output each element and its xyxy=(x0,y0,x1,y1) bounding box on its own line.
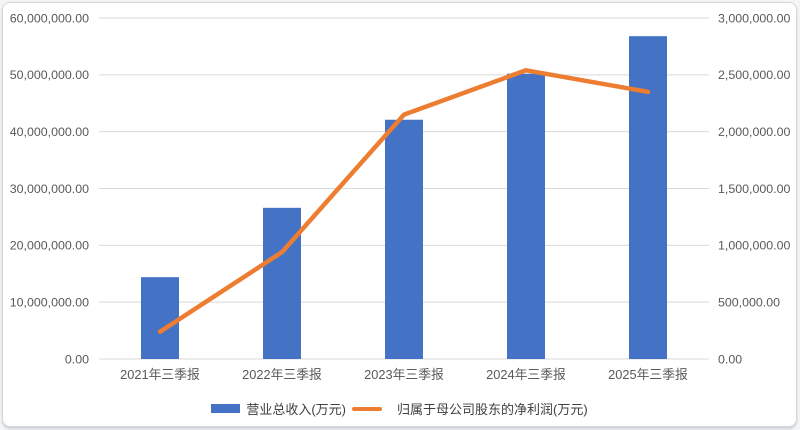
x-axis-category-label: 2022年三季报 xyxy=(242,367,322,382)
line-series-swatch xyxy=(352,406,382,411)
legend-label: 营业总收入(万元) xyxy=(246,402,346,417)
y-axis-right-tick-label: 3,000,000.00 xyxy=(718,11,790,25)
x-axis-category-label: 2023年三季报 xyxy=(364,367,444,382)
y-axis-left-tick-label: 0.00 xyxy=(65,352,89,366)
legend-label: 归属于母公司股东的净利润(万元) xyxy=(397,402,588,417)
y-axis-left-tick-label: 20,000,000.00 xyxy=(10,239,89,253)
y-axis-right-tick-label: 500,000.00 xyxy=(718,295,780,309)
net-profit-line xyxy=(157,68,651,334)
revenue-bar xyxy=(385,119,423,360)
y-axis-left-tick-label: 60,000,000.00 xyxy=(10,11,89,25)
bar-series-swatch xyxy=(211,404,241,413)
revenue-bar xyxy=(629,36,667,359)
y-axis-left-tick-label: 40,000,000.00 xyxy=(10,125,89,139)
x-axis-category-label: 2025年三季报 xyxy=(608,367,688,382)
combo-chart-plot: 60,000,000.00 3,000,000.00 50,000,000.00 2,… xyxy=(10,11,791,382)
revenue-bar xyxy=(263,207,301,359)
chart-legend: 营业总收入(万元) 归属于母公司股东的净利润(万元) xyxy=(3,399,796,418)
y-axis-right-tick-label: 2,000,000.00 xyxy=(718,125,790,139)
x-axis-category-label: 2021年三季报 xyxy=(120,367,200,382)
y-axis-right-tick-label: 2,500,000.00 xyxy=(718,68,790,82)
y-axis-left-tick-label: 50,000,000.00 xyxy=(10,68,89,82)
y-axis-left-tick-label: 10,000,000.00 xyxy=(10,295,89,309)
y-axis-right-tick-label: 0.00 xyxy=(718,352,742,366)
y-axis-right-tick-label: 1,000,000.00 xyxy=(718,239,790,253)
y-axis-left-tick-label: 30,000,000.00 xyxy=(10,182,89,196)
y-axis-right-tick-label: 1,500,000.00 xyxy=(718,182,790,196)
revenue-bar xyxy=(507,73,545,360)
legend-item: 归属于母公司股东的净利润(万元) xyxy=(352,399,588,418)
legend-item: 营业总收入(万元) xyxy=(211,399,346,418)
revenue-bar xyxy=(141,277,179,359)
x-axis-category-label: 2024年三季报 xyxy=(486,367,566,382)
